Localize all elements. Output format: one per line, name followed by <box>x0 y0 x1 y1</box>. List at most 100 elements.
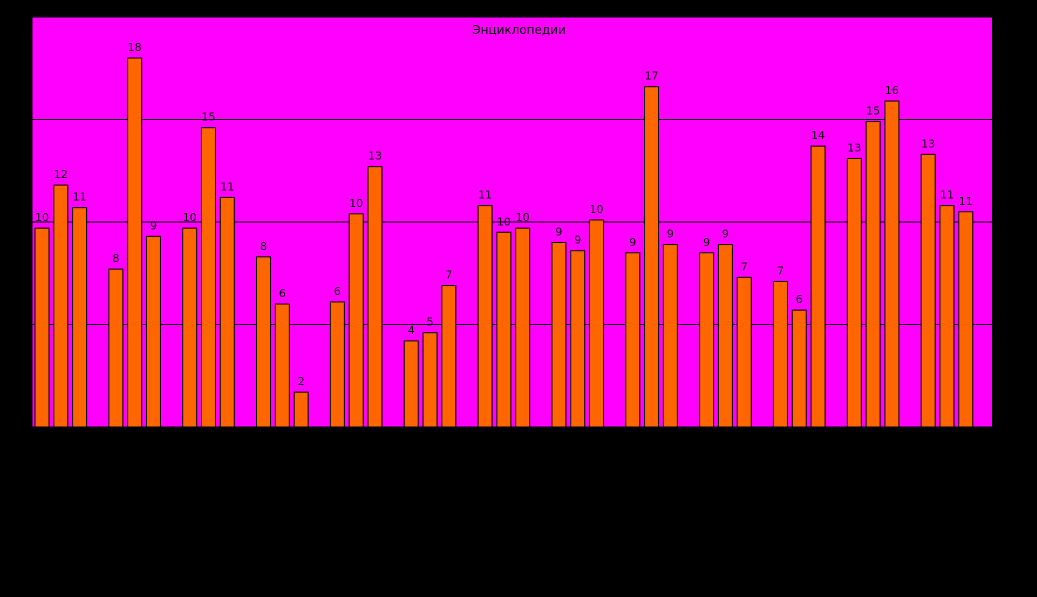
bar-value-label: 13 <box>368 150 382 163</box>
bar-value-label: 13 <box>847 141 861 154</box>
bar <box>182 227 198 428</box>
bar-value-label: 11 <box>959 195 973 208</box>
x-category-label: Поволжье <box>500 435 511 488</box>
bar <box>939 205 955 428</box>
x-category-label: Северо-северо-запад <box>131 435 142 547</box>
bar-value-label: 10 <box>35 211 49 224</box>
y-tick-label: 15 <box>8 114 22 127</box>
bar-value-label: 10 <box>349 197 363 210</box>
bar-value-label: 18 <box>128 41 142 54</box>
bar <box>219 196 235 428</box>
bar <box>108 268 124 428</box>
bar <box>127 57 143 428</box>
bar <box>422 332 438 428</box>
bars <box>34 57 974 428</box>
bar-value-label: 9 <box>574 234 581 247</box>
x-category-label: Урал <box>574 435 585 460</box>
bar-value-label: 5 <box>427 316 434 329</box>
bar <box>274 303 290 428</box>
bar-value-label: 13 <box>921 137 935 150</box>
bar-value-label: 7 <box>445 269 452 282</box>
x-category-label: Москва <box>869 435 880 473</box>
bar-value-label: 7 <box>741 260 748 273</box>
bar <box>625 252 641 428</box>
bar-value-label: 10 <box>590 203 604 216</box>
bar-value-label: 9 <box>667 228 674 241</box>
bar <box>958 211 974 428</box>
bar-value-label: 6 <box>796 293 803 306</box>
bar-value-label: 11 <box>940 189 954 202</box>
bar <box>53 184 69 428</box>
bar <box>570 250 586 428</box>
bar-value-label: 15 <box>866 105 880 118</box>
bar-value-label: 17 <box>645 70 659 83</box>
axes: 0 5 10 15 20 Все Северо-северо-запад Центральны… <box>8 11 993 574</box>
bar <box>403 340 419 428</box>
chart-title: Энциклопедии <box>472 23 566 37</box>
bar-value-label: 14 <box>811 129 825 142</box>
y-tick-label: 5 <box>15 319 22 332</box>
bar-value-label: 7 <box>777 264 784 277</box>
bar <box>34 227 50 428</box>
bar <box>72 207 88 428</box>
bar <box>644 86 660 428</box>
bar <box>662 244 678 428</box>
y-tick-label: 10 <box>8 216 22 229</box>
x-category-label: Восточная Сибирь <box>721 435 732 532</box>
x-category-label: Дальний Восток <box>795 435 806 520</box>
x-category-label: Ст.Петербург <box>943 435 954 507</box>
bar-value-label: 8 <box>260 240 267 253</box>
bar <box>810 145 826 428</box>
bar <box>367 166 383 428</box>
bar <box>348 213 364 428</box>
x-category-label: Все <box>57 435 68 454</box>
bar-value-label: 9 <box>703 236 710 249</box>
bar-value-label: 9 <box>629 236 636 249</box>
x-category-label: Северный Кавказ <box>352 435 363 527</box>
bar <box>589 219 605 428</box>
bar <box>496 231 512 428</box>
bar-value-label: 2 <box>298 375 305 388</box>
bar <box>293 391 309 428</box>
bar <box>329 301 345 428</box>
bar <box>477 205 493 428</box>
bar-value-label: 11 <box>73 191 87 204</box>
y-tick-label: 20 <box>8 11 22 24</box>
bar-value-label: 6 <box>279 287 286 300</box>
bar-value-label: 10 <box>183 211 197 224</box>
bar <box>256 256 272 428</box>
bar <box>515 227 531 428</box>
y-tick-label: 0 <box>15 421 22 434</box>
bar-value-label: 11 <box>220 180 234 193</box>
bar <box>441 285 457 428</box>
bar <box>865 121 881 428</box>
x-category-label: Волго-Вятский <box>426 435 437 513</box>
bar-value-label: 4 <box>408 324 415 337</box>
bar <box>551 242 567 428</box>
bar <box>772 280 788 428</box>
x-category-label: Центральный <box>204 435 215 507</box>
bar-value-label: 9 <box>555 226 562 239</box>
bar <box>791 309 807 428</box>
bar <box>699 252 715 428</box>
bar <box>145 235 161 428</box>
bar-value-label: 10 <box>516 211 530 224</box>
bar <box>920 153 936 428</box>
bar-value-label: 10 <box>497 215 511 228</box>
bar <box>736 276 752 428</box>
x-category-label: Центрально-Черноземный <box>278 435 289 574</box>
bar <box>717 244 733 428</box>
bar-value-label: 16 <box>885 84 899 97</box>
bar <box>884 100 900 428</box>
bar-value-label: 8 <box>112 252 119 265</box>
bar-value-label: 6 <box>334 285 341 298</box>
bar-value-label: 9 <box>722 228 729 241</box>
bar-value-label: 12 <box>54 168 68 181</box>
bar-value-label: 11 <box>478 189 492 202</box>
bar <box>846 157 862 428</box>
bar-value-label: 9 <box>150 219 157 232</box>
bar-value-label: 15 <box>201 111 215 124</box>
